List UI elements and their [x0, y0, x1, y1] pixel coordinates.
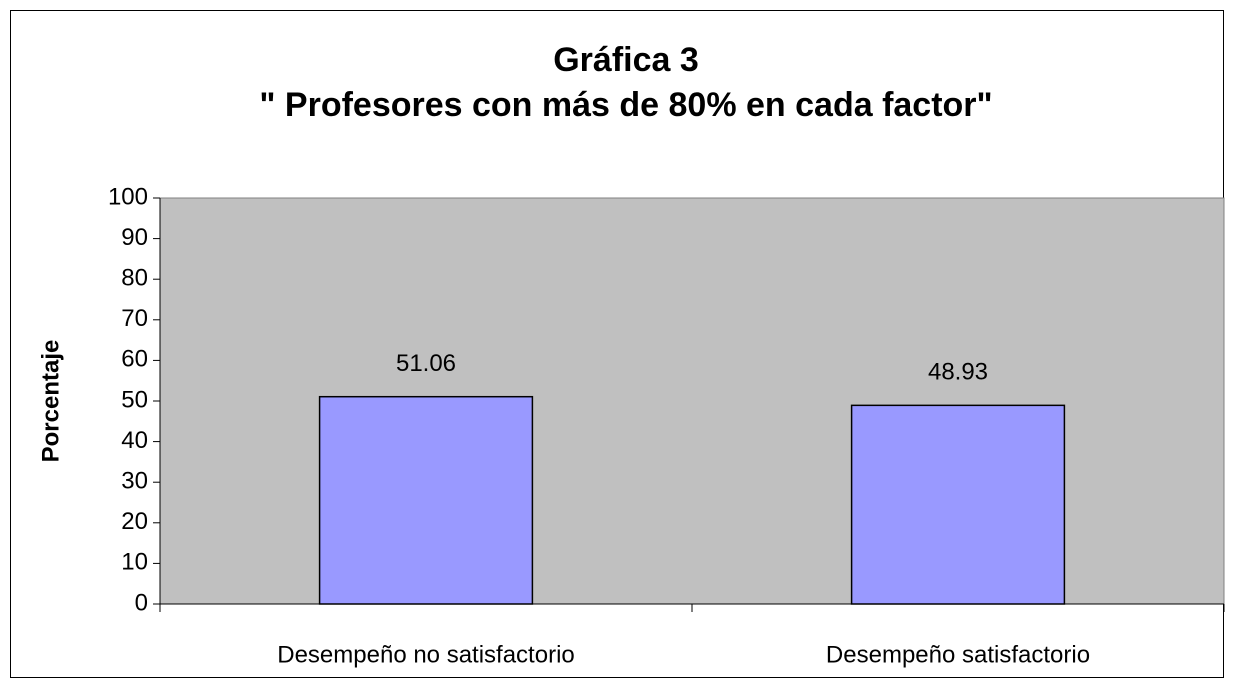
bar: [850, 404, 1066, 605]
y-tick-label: 30: [121, 468, 148, 495]
y-tick-label: 0: [135, 589, 148, 616]
data-label: 51.06: [396, 350, 456, 377]
y-tick-label: 100: [108, 183, 148, 210]
y-tick-label: 60: [121, 346, 148, 373]
x-tick-label: Desempeño satisfactorio: [826, 641, 1090, 668]
y-axis-label: Porcentaje: [37, 340, 64, 463]
y-tick-label: 90: [121, 224, 148, 251]
y-tick-label: 20: [121, 508, 148, 535]
data-label: 48.93: [928, 359, 988, 386]
chart-subtitle: " Profesores con más de 80% en cada fact…: [259, 86, 992, 124]
y-tick-label: 10: [121, 549, 148, 576]
y-tick-label: 50: [121, 386, 148, 413]
x-tick-label: Desempeño no satisfactorio: [277, 641, 575, 668]
y-tick-label: 80: [121, 265, 148, 292]
bar: [318, 395, 534, 605]
y-tick-label: 70: [121, 305, 148, 332]
chart-title: Gráfica 3: [553, 41, 699, 79]
y-tick-label: 40: [121, 427, 148, 454]
